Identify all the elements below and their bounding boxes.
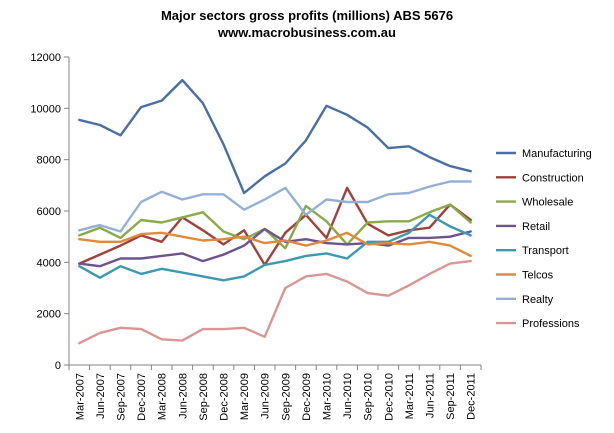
- x-tick-label: Dec-2011: [466, 373, 478, 420]
- chart-subtitle: www.macrobusiness.com.au: [217, 25, 396, 40]
- series-line-retail: [78, 227, 472, 268]
- legend-label-telcos: Telcos: [522, 270, 554, 282]
- x-tick-label: Sep-2010: [363, 373, 375, 421]
- x-tick-label: Dec-2010: [383, 373, 395, 421]
- x-tick-label: Mar-2009: [239, 373, 251, 420]
- legend-label-wholesale: Wholesale: [522, 197, 573, 209]
- y-tick-label: 6000: [37, 206, 61, 218]
- x-tick-label: Mar-2011: [404, 373, 416, 419]
- legend-label-construction: Construction: [522, 172, 584, 184]
- chart-title: Major sectors gross profits (millions) A…: [161, 8, 453, 23]
- x-tick-label: Mar-2007: [74, 373, 86, 420]
- x-tick-label: Jun-2010: [342, 373, 354, 419]
- x-tick-label: Sep-2011: [445, 373, 457, 420]
- x-tick-label: Dec-2008: [219, 373, 231, 421]
- x-tick-label: Jun-2007: [95, 373, 107, 419]
- axes: 0 2000 4000 6000 8000 10000 12000 Mar-2007 Jun-2…: [30, 52, 482, 421]
- legend-label-realty: Realty: [522, 294, 554, 306]
- x-tick-label: Jun-2011: [425, 373, 437, 418]
- x-tick-label: Mar-2008: [157, 373, 169, 420]
- legend: Manufacturing Construction Wholesale Retail…: [496, 148, 592, 330]
- series-lines: [78, 78, 472, 345]
- legend-label-professions: Professions: [522, 318, 580, 330]
- series-line-telcos: [78, 231, 472, 258]
- x-tick-label: Jun-2009: [260, 373, 272, 419]
- y-tick-label: 2000: [37, 309, 61, 321]
- legend-label-transport: Transport: [522, 245, 569, 257]
- series-line-construction: [78, 186, 472, 267]
- x-tick-label: Mar-2010: [322, 373, 334, 420]
- x-tick-label: Sep-2008: [198, 373, 210, 421]
- series-line-manufacturing: [78, 78, 472, 195]
- legend-label-retail: Retail: [522, 221, 550, 233]
- x-tick-label: Dec-2009: [301, 373, 313, 421]
- x-tick-label: Sep-2007: [116, 373, 128, 421]
- y-tick-label: 4000: [37, 257, 61, 269]
- y-tick-label: 10000: [30, 103, 61, 115]
- y-tick-label: 8000: [37, 155, 61, 167]
- legend-label-manufacturing: Manufacturing: [522, 148, 592, 160]
- x-tick-label: Sep-2009: [280, 373, 292, 421]
- series-line-professions: [78, 259, 472, 345]
- series-line-transport: [78, 213, 472, 282]
- x-tick-label: Dec-2007: [136, 373, 148, 421]
- y-tick-label: 12000: [30, 52, 61, 64]
- series-line-realty: [78, 180, 472, 233]
- y-tick-label: 0: [55, 360, 61, 372]
- x-tick-label: Jun-2008: [177, 373, 189, 419]
- series-line-wholesale: [78, 203, 472, 250]
